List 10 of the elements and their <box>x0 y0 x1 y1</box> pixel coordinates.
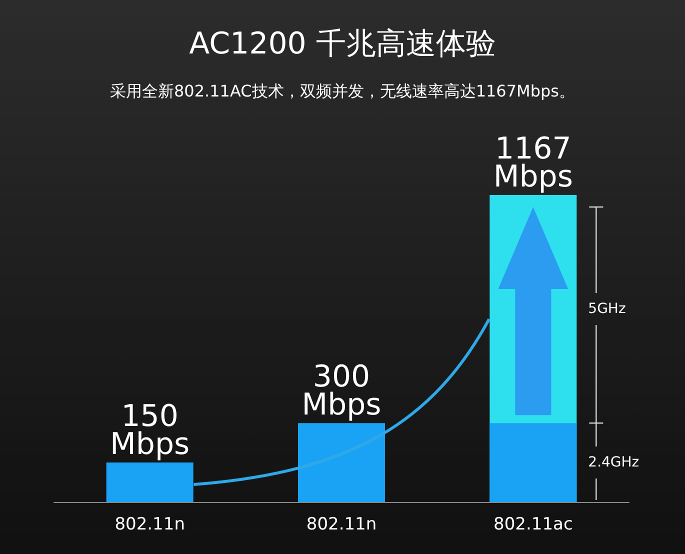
data-label: 300 Mbps <box>302 360 382 423</box>
series-label: 2.4GHz <box>588 454 640 471</box>
chart-title: AC1200 千兆高速体验 <box>189 26 496 62</box>
chart-subtitle: 采用全新802.11AC技术，双频并发，无线速率高达1167Mbps。 <box>110 82 575 100</box>
data-label: 150 Mbps <box>110 399 190 462</box>
x-tick-label: 802.11n <box>114 514 185 534</box>
x-tick-label: 802.11n <box>306 514 377 534</box>
data-label: 1167 Mbps <box>493 132 573 194</box>
series-label: 5GHz <box>588 301 626 318</box>
x-tick-label: 802.11ac <box>494 514 573 534</box>
